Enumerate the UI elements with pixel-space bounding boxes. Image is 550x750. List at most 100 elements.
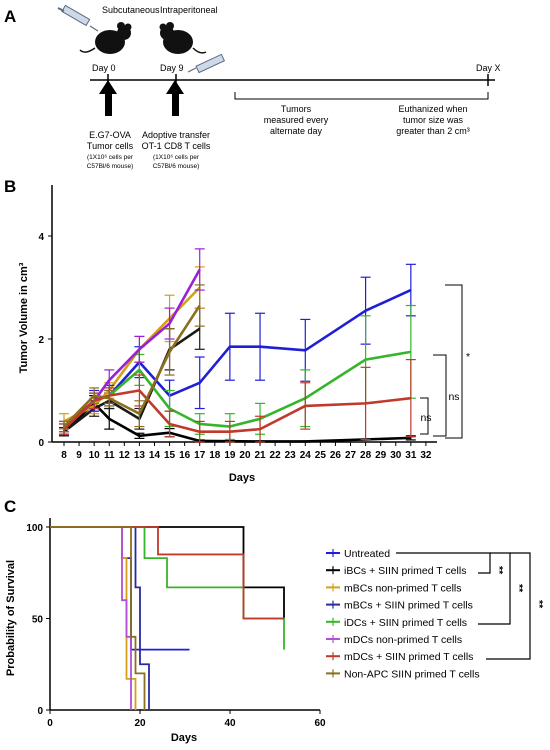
c-sig-bracket [486, 552, 531, 660]
b-x-tick-label: 18 [209, 450, 221, 461]
bracket1-line1: Tumors [281, 104, 312, 114]
b-series-line [63, 402, 411, 443]
b-sig-label: ns [448, 391, 459, 403]
panel-c: C Probability of Survival Days 0 20 40 60 0 5… [4, 497, 545, 744]
c-legend-label: iDCs + SIIN primed T cells [344, 617, 467, 629]
c-y-tick-label: 100 [26, 523, 43, 534]
box1-line2: Tumor cells [87, 141, 134, 151]
b-series [59, 284, 205, 433]
b-x-tick-label: 20 [239, 450, 251, 461]
syringe-icon [187, 53, 226, 74]
b-y-tick-label: 0 [38, 438, 44, 449]
b-x-tick-label: 26 [330, 450, 342, 461]
b-series-line [63, 327, 201, 433]
b-series-line [63, 350, 412, 428]
c-y-tick-label: 50 [32, 615, 44, 626]
c-x-tick-label: 20 [134, 718, 146, 729]
c-ylabel: Probability of Survival [5, 560, 17, 676]
arrow-up-icon [99, 80, 117, 116]
b-x-tick-label: 12 [119, 450, 131, 461]
b-x-tick-label: 31 [405, 450, 417, 461]
day9-label: Day 9 [160, 63, 184, 73]
box1-line1: E.G7-OVA [89, 130, 131, 140]
panel-b-letter: B [4, 177, 16, 196]
box2-line1: Adoptive transfer [142, 130, 210, 140]
c-x-tick-label: 0 [47, 718, 53, 729]
panel-c-letter: C [4, 497, 16, 516]
c-legend-label: mDCs + SIIN primed T cells [344, 651, 473, 663]
c-legend-entry: iBCs + SIIN primed T cells [326, 565, 466, 577]
b-series-line [63, 304, 201, 428]
b-x-tick-label: 29 [375, 450, 387, 461]
b-x-tick-label: 15 [164, 450, 176, 461]
c-legend-label: mBCs non-primed T cells [344, 582, 461, 594]
b-y-tick-label: 4 [38, 232, 44, 243]
c-xlabel: Days [171, 732, 197, 744]
b-x-tick-label: 16 [179, 450, 191, 461]
b-sig-bracket [433, 354, 447, 437]
b-x-tick-label: 21 [254, 450, 266, 461]
c-sig-label: ** [533, 600, 545, 609]
b-x-tick-label: 25 [315, 450, 327, 461]
c-survival-curve [50, 526, 132, 710]
b-x-tick-label: 28 [360, 450, 372, 461]
c-survival-curve [50, 526, 284, 620]
b-x-tick-label: 27 [345, 450, 357, 461]
box2-small1: (1X10⁶ cells per [153, 154, 200, 161]
c-legend-entry: mBCs non-primed T cells [326, 582, 461, 594]
b-series-line [63, 268, 201, 428]
bracket1-line2: measured every [264, 115, 329, 125]
syringe-icon [57, 4, 99, 32]
c-x-tick-label: 60 [314, 718, 326, 729]
box1-small1: (1X10⁶ cells per [87, 154, 134, 161]
b-sig-bracket [420, 397, 429, 435]
b-x-tick-label: 32 [420, 450, 432, 461]
c-legend-entry: mBCs + SIIN primed T cells [326, 600, 473, 612]
bracket2-line1: Euthanized when [398, 104, 467, 114]
box2-line2: OT-1 CD8 T cells [142, 141, 211, 151]
b-sig-label: ns [420, 412, 431, 424]
c-legend-label: Non-APC SIIN primed T cells [344, 668, 480, 680]
bracket2-line2: tumor size was [403, 115, 464, 125]
bracket2-line3: greater than 2 cm³ [396, 126, 470, 136]
c-sig-label: ** [493, 566, 505, 575]
b-y-tick-label: 2 [38, 335, 44, 346]
panel-a: A Subcutaneous Intraperitoneal [4, 4, 501, 170]
box1-small2: C57Bl/6 mouse) [87, 163, 134, 170]
c-legend-label: Untreated [344, 548, 390, 560]
b-series [59, 266, 205, 430]
c-legend-entry: mDCs + SIIN primed T cells [326, 651, 473, 663]
b-x-tick-label: 17 [194, 450, 206, 461]
c-legend-entry: iDCs + SIIN primed T cells [326, 617, 467, 629]
b-x-tick-label: 9 [76, 450, 82, 461]
b-sig-bracket [445, 284, 463, 439]
bracket [234, 92, 489, 100]
b-ylabel: Tumor Volume in cm³ [18, 262, 30, 373]
c-sig-bracket [396, 552, 491, 574]
dayx-label: Day X [476, 63, 501, 73]
c-sig-label: ** [513, 584, 525, 593]
c-legend-entry: mDCs non-primed T cells [326, 634, 462, 646]
c-legend-entry: Non-APC SIIN primed T cells [326, 668, 480, 680]
b-x-tick-label: 30 [390, 450, 402, 461]
route-intraperitoneal-label: Intraperitoneal [160, 5, 218, 15]
c-survival-curve [50, 526, 285, 650]
b-x-tick-label: 13 [134, 450, 146, 461]
b-series-line [63, 288, 412, 431]
b-x-tick-label: 8 [61, 450, 67, 461]
c-legend-entry: Untreated [326, 548, 390, 560]
route-subcutaneous-label: Subcutaneous [102, 5, 160, 15]
c-legend-label: mDCs non-primed T cells [344, 634, 462, 646]
b-x-tick-label: 14 [149, 450, 161, 461]
b-x-tick-label: 24 [300, 450, 312, 461]
day0-label: Day 0 [92, 63, 116, 73]
mouse-icon [159, 22, 207, 54]
b-x-tick-label: 11 [104, 450, 115, 461]
c-survival-curve [50, 526, 150, 710]
panel-b: B Tumor Volume in cm³ Days 8 9 10 11 12 13 14 1… [4, 177, 470, 484]
b-x-tick-label: 10 [89, 450, 101, 461]
c-legend-label: iBCs + SIIN primed T cells [344, 565, 466, 577]
mouse-icon [79, 22, 132, 54]
c-survival-curve [50, 526, 146, 710]
